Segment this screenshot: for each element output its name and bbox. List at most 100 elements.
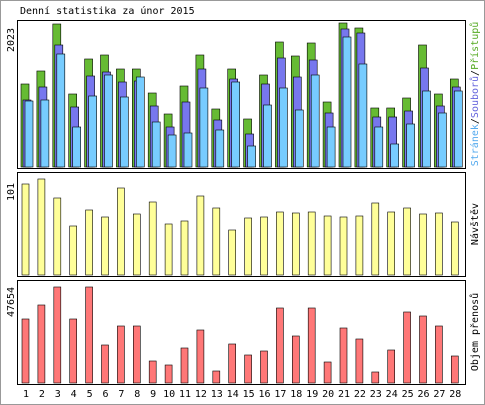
bar-bot-6 bbox=[101, 344, 109, 384]
x-tick-label-1: 1 bbox=[23, 389, 29, 400]
bar-mid-7 bbox=[117, 187, 125, 276]
bar-mid-26 bbox=[419, 213, 427, 276]
x-tick-label-25: 25 bbox=[402, 389, 414, 400]
bar-mid-2 bbox=[37, 178, 46, 276]
bar-mid-13 bbox=[212, 207, 221, 276]
bar-top-Stránek-23 bbox=[374, 126, 384, 168]
bar-mid-27 bbox=[435, 212, 443, 276]
bar-bot-11 bbox=[180, 347, 189, 384]
bar-mid-23 bbox=[371, 202, 380, 276]
bar-bot-21 bbox=[339, 327, 348, 384]
x-tick-label-27: 27 bbox=[433, 389, 445, 400]
bar-mid-8 bbox=[133, 213, 141, 276]
bar-mid-15 bbox=[244, 217, 252, 276]
ymax-label-mid: 101 bbox=[6, 183, 17, 201]
bar-bot-12 bbox=[196, 329, 205, 384]
legend-top: Stránek/Souborů/Přístupů bbox=[469, 22, 481, 167]
bar-bot-23 bbox=[371, 371, 380, 384]
x-tick-label-11: 11 bbox=[179, 389, 191, 400]
x-tick-label-12: 12 bbox=[195, 389, 207, 400]
bar-bot-10 bbox=[164, 364, 173, 384]
bar-top-Stránek-5 bbox=[88, 95, 97, 168]
x-tick-label-8: 8 bbox=[134, 389, 140, 400]
bar-bot-18 bbox=[291, 335, 300, 384]
panel-frame-top bbox=[17, 20, 466, 169]
bar-top-Stránek-6 bbox=[104, 74, 113, 168]
legend-sep-2: / bbox=[470, 70, 481, 76]
x-tick-label-22: 22 bbox=[354, 389, 366, 400]
bar-top-Stránek-2 bbox=[40, 99, 50, 168]
bar-bot-26 bbox=[419, 315, 427, 384]
bar-top-Stránek-28 bbox=[453, 90, 463, 168]
bar-mid-10 bbox=[164, 223, 173, 276]
ymax-label-bot: 47654 bbox=[6, 287, 17, 317]
bar-mid-28 bbox=[450, 221, 459, 276]
bar-mid-17 bbox=[276, 211, 284, 276]
bar-mid-22 bbox=[355, 215, 364, 276]
x-tick-label-24: 24 bbox=[386, 389, 398, 400]
bar-bot-14 bbox=[228, 343, 236, 384]
bar-mid-14 bbox=[228, 229, 236, 276]
legend-stranek: Stránek bbox=[469, 124, 481, 166]
bar-top-Stránek-15 bbox=[247, 145, 256, 168]
legend-objem: Objem přenosů bbox=[469, 293, 481, 371]
bar-mid-3 bbox=[53, 197, 62, 276]
x-tick-label-20: 20 bbox=[322, 389, 334, 400]
x-tick-label-21: 21 bbox=[338, 389, 350, 400]
bar-mid-12 bbox=[196, 195, 205, 276]
bar-bot-17 bbox=[276, 307, 284, 384]
bar-bot-2 bbox=[37, 304, 46, 384]
bar-top-Stránek-12 bbox=[199, 87, 209, 168]
x-tick-label-16: 16 bbox=[258, 389, 270, 400]
bar-top-Stránek-3 bbox=[56, 53, 66, 168]
bar-mid-11 bbox=[180, 220, 189, 276]
bar-bot-27 bbox=[435, 325, 443, 384]
x-tick-label-7: 7 bbox=[118, 389, 124, 400]
panel-frame-mid bbox=[17, 172, 466, 277]
bar-mid-19 bbox=[307, 211, 316, 276]
bar-mid-1 bbox=[21, 183, 30, 276]
bar-bot-7 bbox=[117, 325, 125, 384]
x-tick-label-14: 14 bbox=[227, 389, 239, 400]
bar-bot-20 bbox=[323, 361, 332, 384]
x-tick-label-4: 4 bbox=[71, 389, 77, 400]
bar-top-Stránek-10 bbox=[167, 134, 177, 168]
x-tick-label-17: 17 bbox=[274, 389, 286, 400]
bar-mid-16 bbox=[260, 216, 268, 276]
bar-bot-8 bbox=[133, 325, 141, 384]
bar-top-Stránek-1 bbox=[24, 100, 34, 168]
bar-bot-4 bbox=[69, 318, 77, 384]
x-tick-label-3: 3 bbox=[55, 389, 61, 400]
bar-top-Stránek-13 bbox=[215, 129, 225, 168]
x-tick-label-23: 23 bbox=[370, 389, 382, 400]
bar-top-Stránek-20 bbox=[326, 126, 336, 168]
bar-top-Stránek-14 bbox=[231, 81, 240, 168]
bar-mid-24 bbox=[387, 211, 396, 276]
bar-top-Stránek-4 bbox=[72, 126, 81, 168]
x-tick-label-13: 13 bbox=[211, 389, 223, 400]
bar-bot-1 bbox=[21, 318, 30, 384]
bar-top-Stránek-26 bbox=[422, 90, 431, 168]
x-tick-label-2: 2 bbox=[39, 389, 45, 400]
x-tick-label-9: 9 bbox=[150, 389, 156, 400]
bars-layer bbox=[20, 22, 463, 384]
bar-mid-20 bbox=[323, 215, 332, 276]
bar-top-Stránek-7 bbox=[120, 96, 129, 168]
bar-bot-15 bbox=[244, 354, 252, 384]
bar-mid-5 bbox=[85, 209, 93, 276]
bar-bot-9 bbox=[148, 360, 157, 384]
x-tick-label-19: 19 bbox=[306, 389, 318, 400]
bar-top-Stránek-9 bbox=[151, 121, 161, 168]
bar-top-Stránek-16 bbox=[263, 104, 272, 168]
bar-bot-28 bbox=[450, 355, 459, 384]
bar-bot-24 bbox=[387, 349, 396, 384]
bar-bot-16 bbox=[260, 350, 268, 384]
bar-top-Stránek-11 bbox=[183, 132, 193, 168]
bar-mid-25 bbox=[403, 207, 411, 276]
chart-title: Denní statistika za únor 2015 bbox=[20, 5, 195, 17]
legend-sep-1: / bbox=[470, 118, 481, 124]
bar-mid-4 bbox=[69, 225, 77, 276]
bar-bot-13 bbox=[212, 370, 221, 384]
bar-top-Stránek-19 bbox=[310, 74, 320, 168]
